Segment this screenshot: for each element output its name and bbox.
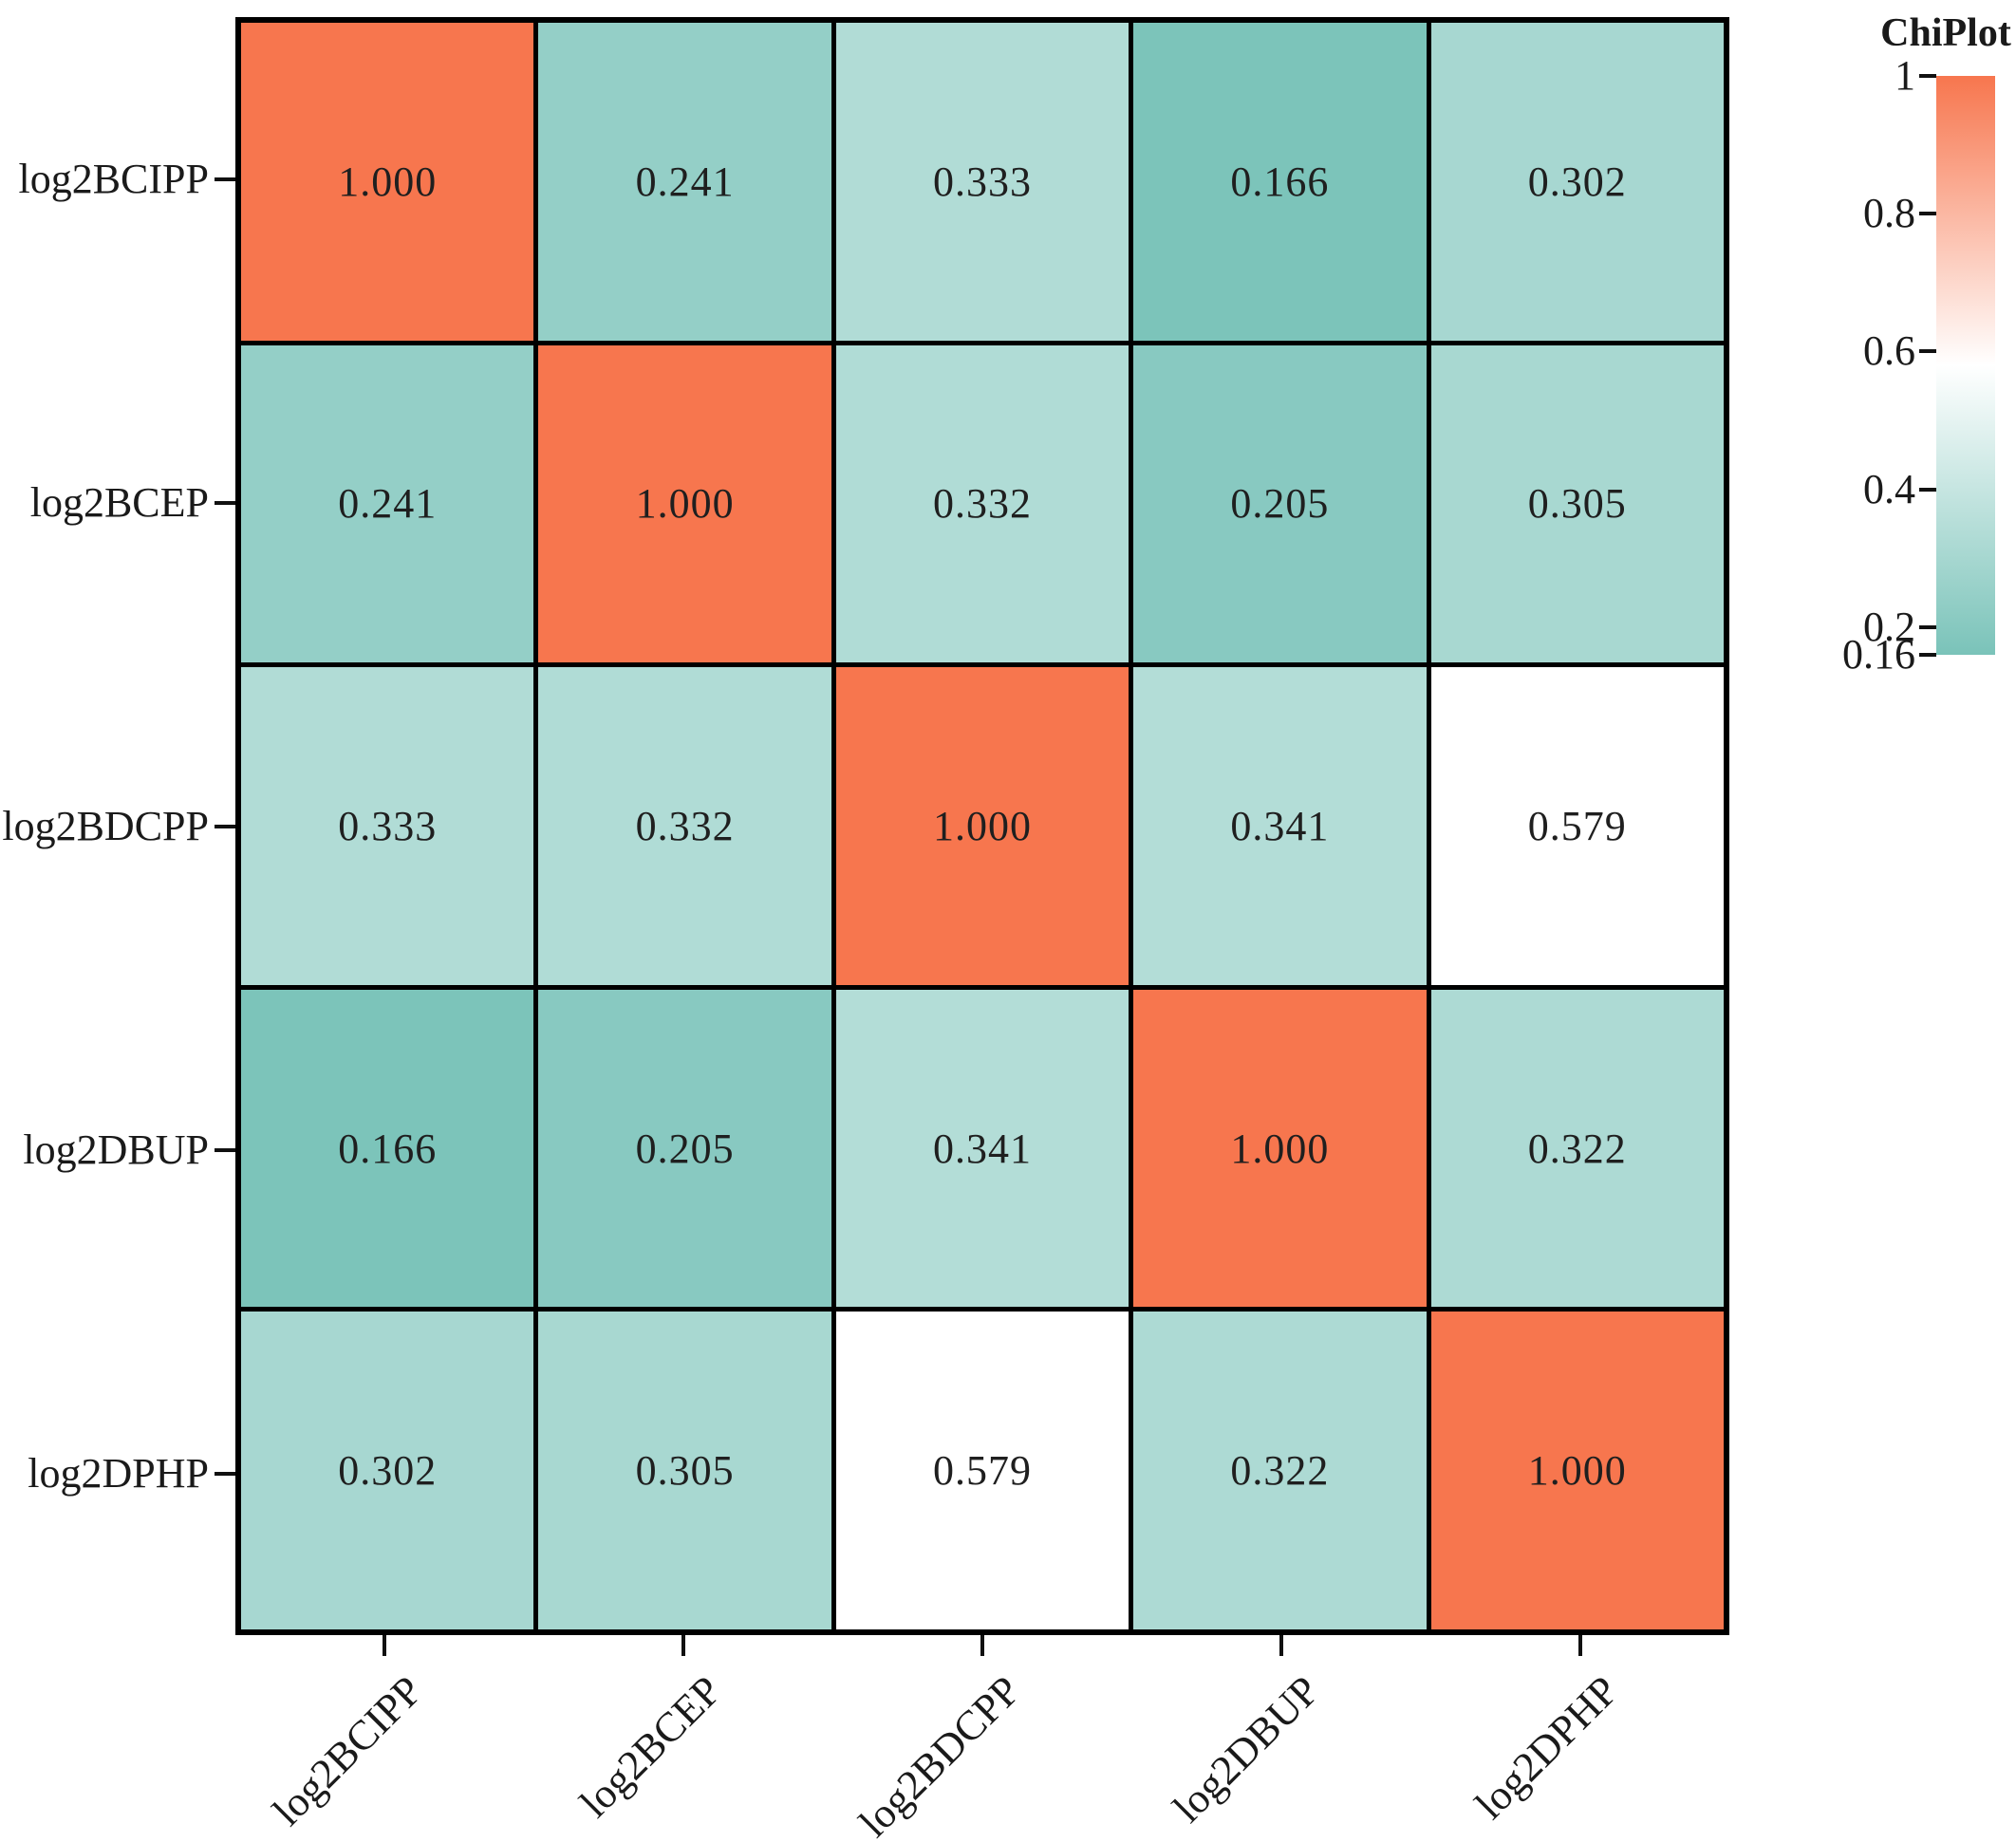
y-axis-label-log2BCEP: log2BCEP (29, 478, 209, 526)
heatmap-cell-log2DBUP-log2BCIPP: 0.166 (241, 989, 534, 1308)
x-axis-tick (383, 1635, 387, 1656)
colorbar-tick (1919, 487, 1936, 492)
x-axis-label-log2BCEP: log2BCEP (570, 1666, 731, 1827)
x-axis-tick (980, 1635, 984, 1656)
colorbar-tick-label: 1 (1895, 52, 1915, 99)
heatmap-cell-log2DBUP-log2DBUP: 1.000 (1133, 989, 1427, 1308)
heatmap-cell-log2BCIPP-log2BCIPP: 1.000 (241, 23, 534, 341)
y-axis-tick (215, 500, 235, 505)
colorbar-title: ChiPlot (1880, 11, 2011, 55)
heatmap-cell-log2BCEP-log2DPHP: 0.305 (1430, 344, 1724, 663)
y-axis-tick (215, 1471, 235, 1476)
y-axis-label-log2DPHP: log2DPHP (28, 1449, 209, 1497)
colorbar-tick-label: 0.16 (1842, 631, 1915, 678)
y-axis-label-log2DBUP: log2DBUP (23, 1126, 209, 1173)
colorbar-tick-label: 0.2 (1863, 603, 1915, 650)
y-axis-label-log2BDCPP: log2BDCPP (2, 802, 209, 849)
heatmap-cell-log2DBUP-log2BCEP: 0.205 (538, 989, 831, 1308)
heatmap-cell-log2DPHP-log2DPHP: 1.000 (1430, 1312, 1724, 1629)
heatmap-cell-log2BDCPP-log2DBUP: 0.341 (1133, 667, 1427, 985)
y-axis-tick (215, 177, 235, 181)
heatmap-cell-log2BCEP-log2BDCPP: 0.332 (835, 344, 1129, 663)
colorbar-tick-label: 0.8 (1863, 190, 1915, 237)
heatmap-cell-log2BCIPP-log2BDCPP: 0.333 (835, 23, 1129, 341)
heatmap-cell-log2BCEP-log2DBUP: 0.205 (1133, 344, 1427, 663)
heatmap-cell-log2BCEP-log2BCEP: 1.000 (538, 344, 831, 663)
heatmap-cell-log2BCIPP-log2DPHP: 0.302 (1430, 23, 1724, 341)
heatmap-cell-log2DPHP-log2BCIPP: 0.302 (241, 1312, 534, 1629)
heatmap-cell-log2BDCPP-log2DPHP: 0.579 (1430, 667, 1724, 985)
heatmap-cell-log2BDCPP-log2BCEP: 0.332 (538, 667, 831, 985)
colorbar-tick (1919, 624, 1936, 629)
colorbar-gradient (1936, 76, 1995, 655)
heatmap-grid: 1.000 0.241 0.333 0.166 0.302 0.241 1.000 0.332… (235, 17, 1729, 1635)
heatmap-cell-log2BCEP-log2BCIPP: 0.241 (241, 344, 534, 663)
x-axis-tick (1279, 1635, 1283, 1656)
heatmap-cell-log2DPHP-log2DBUP: 0.322 (1133, 1312, 1427, 1629)
x-axis-tick (1577, 1635, 1582, 1656)
colorbar-tick (1919, 349, 1936, 354)
heatmap-cell-log2DPHP-log2BDCPP: 0.579 (835, 1312, 1129, 1629)
y-axis-tick (215, 824, 235, 828)
y-axis-label-log2BCIPP: log2BCIPP (18, 155, 209, 202)
colorbar-tick (1919, 653, 1936, 657)
x-axis-label-log2BDCPP: log2BDCPP (849, 1666, 1030, 1842)
heatmap-cell-log2BCIPP-log2DBUP: 0.166 (1133, 23, 1427, 341)
colorbar-tick (1919, 74, 1936, 78)
x-axis-label-log2DBUP: log2DBUP (1164, 1666, 1329, 1832)
heatmap-cell-log2DBUP-log2DPHP: 0.322 (1430, 989, 1724, 1308)
x-axis-tick (681, 1635, 686, 1656)
heatmap-cell-log2BDCPP-log2BDCPP: 1.000 (835, 667, 1129, 985)
heatmap-cell-log2BCIPP-log2BCEP: 0.241 (538, 23, 831, 341)
y-axis-tick (215, 1147, 235, 1152)
heatmap-cell-log2DBUP-log2BDCPP: 0.341 (835, 989, 1129, 1308)
x-axis-label-log2DPHP: log2DPHP (1465, 1666, 1627, 1829)
x-axis-label-log2BCIPP: log2BCIPP (264, 1666, 432, 1835)
colorbar-tick-label: 0.4 (1863, 465, 1915, 512)
heatmap-cell-log2DPHP-log2BCEP: 0.305 (538, 1312, 831, 1629)
colorbar-tick-label: 0.6 (1863, 327, 1915, 375)
heatmap-cell-log2BDCPP-log2BCIPP: 0.333 (241, 667, 534, 985)
colorbar-tick (1919, 212, 1936, 216)
